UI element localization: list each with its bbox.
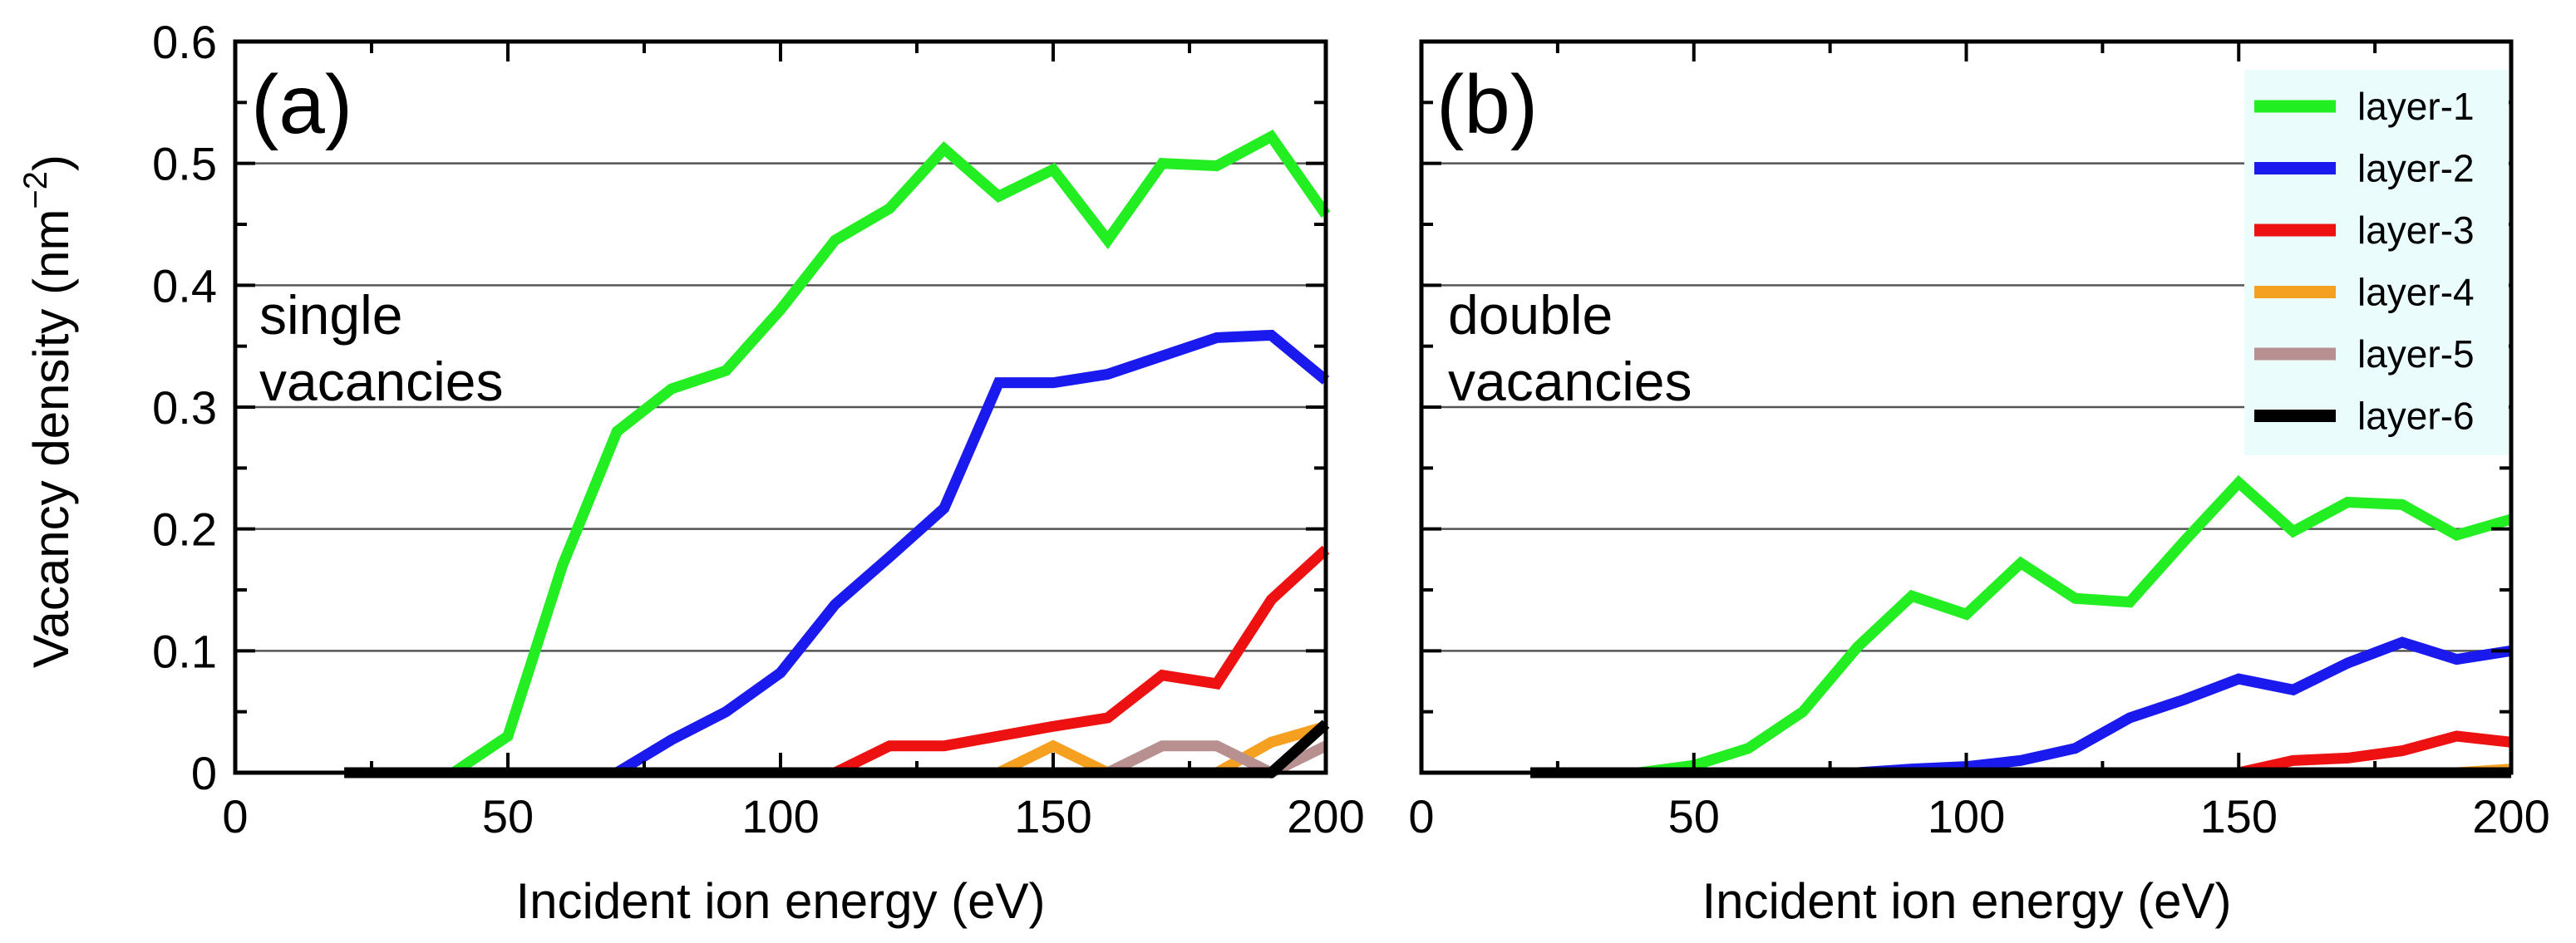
y-axis-title-close: ): [23, 155, 79, 171]
panel-a-grid: [235, 162, 1326, 652]
y-tick-label-0: 0: [191, 747, 217, 799]
x-tick-label-50: 50: [482, 790, 534, 842]
panel-b: 0 50 100 150 200 (b) double vacancies Incide…: [1408, 39, 2550, 929]
panel-a-annotation-line2: vacancies: [259, 351, 504, 412]
panel-a-label: (a): [251, 58, 352, 151]
legend-label-layer-4: layer-4: [2357, 271, 2475, 314]
x-tick-label-200: 200: [2472, 790, 2549, 842]
legend-label-layer-2: layer-2: [2357, 147, 2475, 190]
x-tick-label-100: 100: [741, 790, 819, 842]
x-tick-label-150: 150: [1014, 790, 1091, 842]
y-tick-label-0.2: 0.2: [152, 503, 217, 556]
y-tick-label-0.4: 0.4: [152, 259, 217, 312]
panel-b-ticks: 0 50 100 150 200: [1408, 40, 2550, 842]
y-tick-label-0.1: 0.1: [152, 625, 217, 677]
panel-a-annotation-line1: single: [259, 284, 402, 346]
legend: layer-1 layer-2 layer-3 layer-4 layer-5 layer…: [2244, 70, 2509, 455]
legend-label-layer-6: layer-6: [2357, 395, 2475, 438]
x-tick-label-150: 150: [2200, 790, 2278, 842]
series-layer-1-panel-a: [344, 129, 1331, 778]
panel-a-x-axis-title: Incident ion energy (eV): [515, 873, 1045, 929]
panel-b-label: (b): [1436, 58, 1538, 151]
legend-label-layer-3: layer-3: [2357, 209, 2475, 252]
panel-a-series: [344, 129, 1331, 779]
y-axis-title-base: Vacancy density (nm: [23, 209, 79, 668]
panel-b-annotation-line1: double: [1448, 284, 1613, 346]
y-tick-label-0.6: 0.6: [152, 16, 217, 68]
y-axis-title: Vacancy density (nm−2): [17, 155, 79, 668]
y-axis-title-exponent: −2: [17, 171, 54, 209]
series-layer-3-panel-a: [344, 545, 1330, 778]
panel-a: 0 50 100 150 200 0 0.1 0.2 0.3 0.4 0.5 0.6 (a) sing…: [152, 16, 1365, 929]
panel-a-ticks: 0 50 100 150 200 0 0.1 0.2 0.3 0.4 0.5 0.6: [152, 16, 1365, 842]
y-tick-label-0.3: 0.3: [152, 381, 217, 434]
legend-background: [2244, 70, 2509, 455]
panel-b-annotation-line2: vacancies: [1448, 351, 1692, 412]
y-tick-label-0.5: 0.5: [152, 138, 217, 190]
x-tick-label-50: 50: [1668, 790, 1720, 842]
x-tick-label-200: 200: [1287, 790, 1364, 842]
series-layer-1-panel-b: [1530, 474, 2513, 778]
panel-b-series: [1530, 474, 2513, 778]
x-tick-label-100: 100: [1928, 790, 2005, 842]
x-tick-label-0: 0: [1408, 790, 1434, 842]
legend-label-layer-5: layer-5: [2357, 332, 2475, 376]
x-tick-label-0: 0: [222, 790, 248, 842]
legend-label-layer-1: layer-1: [2357, 85, 2475, 128]
panel-b-x-axis-title: Incident ion energy (eV): [1702, 873, 2231, 929]
